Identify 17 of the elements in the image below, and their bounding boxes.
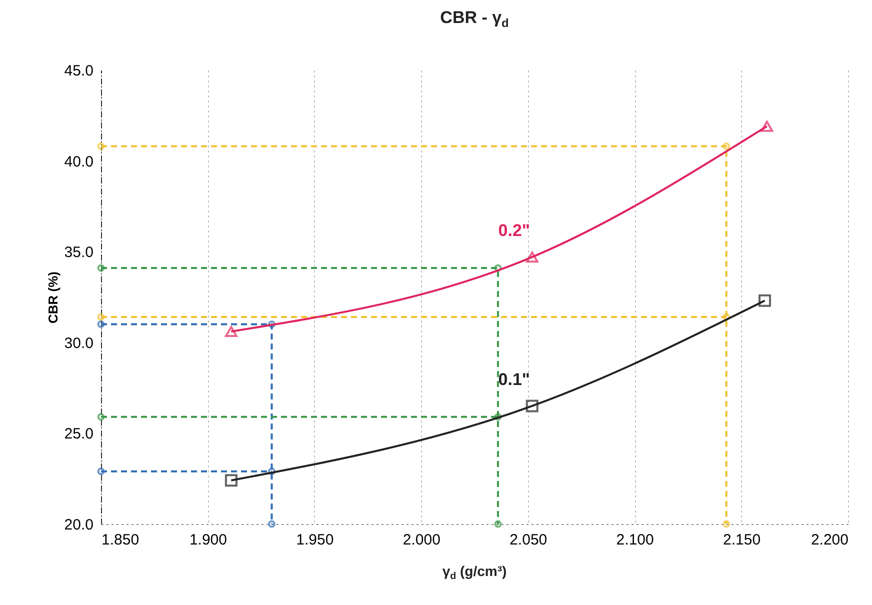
x-tick-label: 1.900: [189, 532, 227, 548]
series-label: 0.2": [498, 221, 530, 240]
y-tick-label: 20.0: [64, 516, 94, 534]
x-tick-label: 1.950: [296, 532, 334, 548]
x-tick-label: 2.150: [723, 532, 761, 548]
y-tick-label: 40.0: [64, 153, 94, 170]
series-label: 0.1": [498, 370, 530, 389]
x-tick-label: 2.000: [402, 532, 440, 548]
x-tick-label: 2.100: [616, 532, 654, 548]
y-tick-label: 25.0: [64, 426, 94, 443]
x-tick-label: 2.050: [510, 532, 548, 548]
x-tick-label: 1.850: [102, 532, 140, 548]
y-axis-title: CBR (%): [45, 272, 60, 324]
y-tick-label: 30.0: [64, 334, 94, 352]
y-tick-label: 35.0: [64, 244, 94, 262]
x-tick-label: 2.200: [810, 532, 848, 548]
y-tick-label: 45.0: [64, 62, 94, 80]
